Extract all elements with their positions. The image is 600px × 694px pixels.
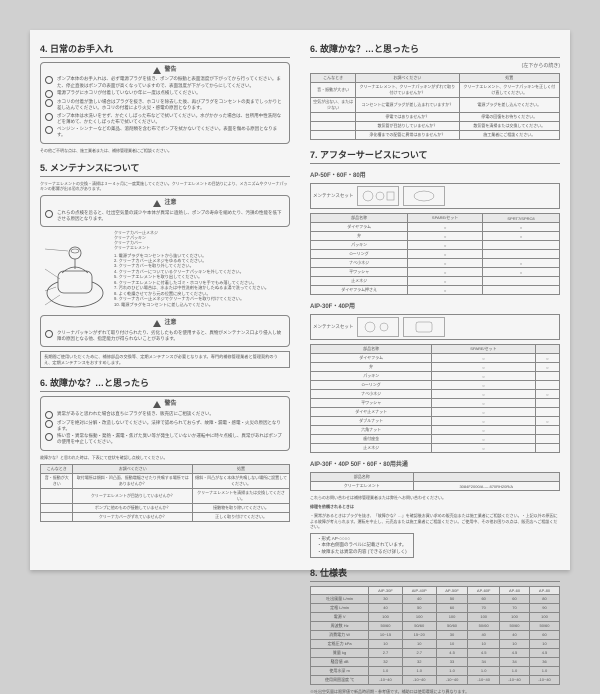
section-6-title-right: 6. 故障かな？…と思ったら (310, 42, 560, 58)
maint-set-a-image (357, 186, 399, 206)
warning-header: 警告 (45, 66, 285, 74)
sec7-foot2: 修理を依頼されるときは (310, 504, 560, 509)
maint-set-c-title: AIP-30F・40P 50F・60F・80用共通 (310, 459, 560, 468)
sec6-check-intro: 故障かな？と思われた時は、下表にて症状を確認し点検してください。 (40, 455, 290, 460)
section-4-title: 4. 日常のお手入れ (40, 42, 290, 58)
prohibit-icon (45, 113, 53, 121)
mandatory-icon (45, 210, 53, 218)
diagram-text: クリーナカバー止メネジ クリーナパッキン クリーナカバー クリーナエレメント 1… (114, 231, 269, 307)
sec5-note: 長期間ご使用いただくために、補修部品の交換等、定期メンテナンスが必要となります。… (40, 351, 290, 368)
section-6-title: 6. 故障かな？…と思ったら (40, 376, 290, 392)
troubleshoot-table-right: こんなとき お調べください 処置 音・振動が大きいクリーナエレメント、クリーナパ… (310, 73, 560, 140)
caution-triangle-icon (153, 200, 161, 207)
maint-set-b-title: AIP-30F・40P用 (310, 301, 560, 310)
caution-triangle-icon (153, 320, 161, 327)
sec7-foot1: これらのお問い合わせは補修管理業者または弊社へお問い合わせください。 (310, 495, 560, 500)
parts-table-c: 部品名称 クリーナエレメント3084F2000/A — 870RH20R/A (310, 472, 560, 491)
spec-note: ※吐出空気量は限界値で新品時初期・参考値です。補助口は使用環境により異なります。 (310, 689, 560, 694)
maint-set-b-image (357, 317, 399, 337)
maint-set-b-image-2 (403, 317, 445, 337)
maint-set-b-header: メンテナンスセット (310, 314, 560, 340)
mandatory-icon (45, 330, 53, 338)
manual-page: 4. 日常のお手入れ 警告 ポンプ本体のお手入れは、必ず電源プラグを抜き、ポンプ… (30, 30, 570, 570)
maint-set-a-header: メンテナンスセット (310, 183, 560, 209)
prohibit-icon (45, 76, 53, 84)
maint-set-a-image-2 (403, 186, 445, 206)
right-column: 6. 故障かな？…と思ったら (左下からの続き) こんなとき お調べください 処… (300, 30, 570, 570)
step-10: 10. 電源プラグをコンセントに差し込んでください。 (114, 302, 269, 307)
parts-table-a: 部品名称SPARE/セットSPRT7/SPRC8 ダイヤフラム○○ 弁○○ パッ… (310, 213, 560, 295)
mandatory-icon (45, 433, 53, 441)
troubleshoot-table-left: こんなとき お調べください 処置 音・振動が大きい取付場所は傾斜・凹凸面、振動増… (40, 464, 290, 522)
mandatory-icon (45, 99, 53, 107)
mandatory-icon (45, 90, 53, 98)
section-8-title: 8. 仕様表 (310, 566, 560, 582)
sec7-foot3: ・異常があるときはプラグを抜き、「故障かな？…」を確認後お買い求めの販売店または… (310, 513, 560, 529)
section-7-title: 7. アフターサービスについて (310, 148, 560, 164)
warning-label: 警告 (164, 66, 176, 74)
sec5-caution-box: 注意 これらの点検を怠ると、吐出空気量の減少や本体が異常に過熱し、ポンプの寿命を… (40, 195, 290, 227)
maint-set-a-title: AP-50F・60F・80用 (310, 170, 560, 179)
parts-table-b: 部品名称SPARE/セット ダイヤフラム○○ 弁○○ パッキン○ Oーリング○ … (310, 344, 560, 453)
sec4-warning-box: 警告 ポンプ本体のお手入れは、必ず電源プラグを抜き、ポンプの振動と表面温度が下が… (40, 62, 290, 144)
section-5-title: 5. メンテナンスについて (40, 161, 290, 177)
mandatory-icon (45, 411, 53, 419)
left-column: 4. 日常のお手入れ 警告 ポンプ本体のお手入れは、必ず電源プラグを抜き、ポンプ… (30, 30, 300, 570)
continued-label: (左下からの続き) (310, 62, 560, 69)
warning-triangle-icon (153, 401, 161, 408)
model-label-box: ・形式 AP-○○○○ ・本体右側面のラベルに記載されています。 ・故障または異… (310, 533, 414, 558)
sec5-intro: クリーナエレメントの交換・清掃は３～４ヶ月に一度実施してください。クリーナエレメ… (40, 181, 290, 191)
sec4-footer: その他ご不明な点は、施工業者または、補修管理業者にご相談ください。 (40, 148, 290, 153)
pump-diagram (40, 231, 110, 311)
spec-table: AIP-30FAIP-40PAP-50FAP-60FAP-60AP-80 吐出風… (310, 586, 560, 685)
warning-triangle-icon (153, 67, 161, 74)
prohibit-icon (45, 126, 53, 134)
sec6-warning-box: 警告 異常があると思われた場合は直ちにプラグを抜き、販売店にご相談ください。 ポ… (40, 396, 290, 451)
sec5-caution-box-2: 注意 クリーナパッキンがずれて取り付けられたり、劣化したものを使用すると、異物が… (40, 315, 290, 347)
maintenance-diagram-row: クリーナカバー止メネジ クリーナパッキン クリーナカバー クリーナエレメント 1… (40, 231, 290, 311)
prohibit-icon (45, 420, 53, 428)
